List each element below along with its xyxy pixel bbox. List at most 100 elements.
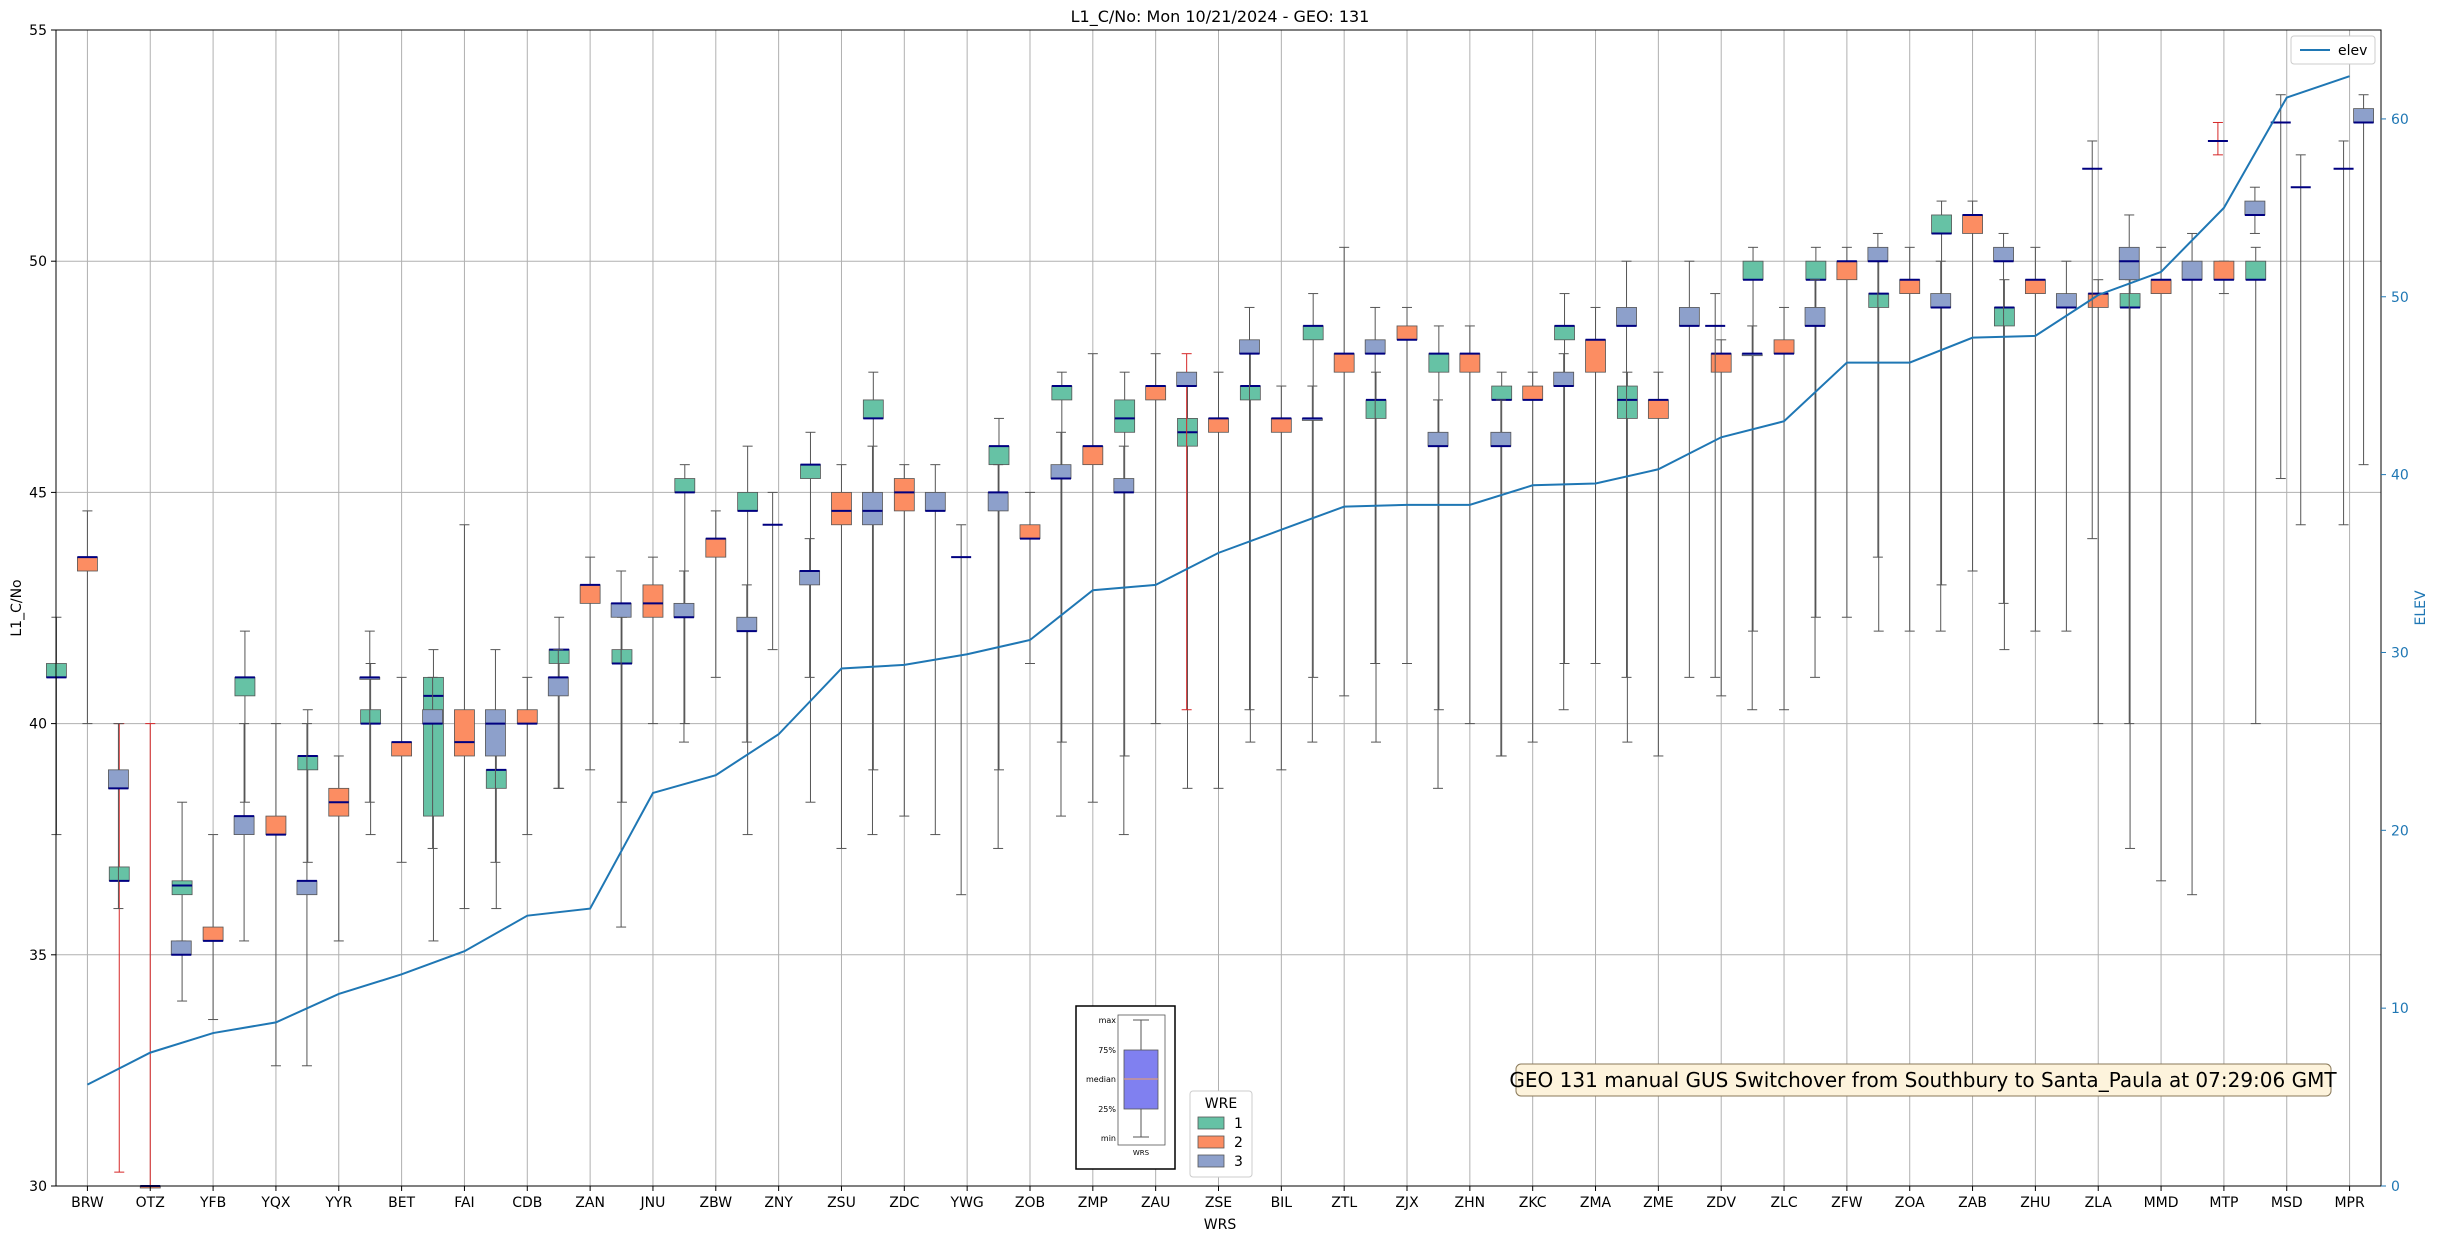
box-wre-1 (737, 491, 759, 512)
box-wre-1 (1931, 214, 1952, 234)
y2-tick-label: 50 (2391, 290, 2409, 306)
box-wre-3 (1176, 371, 1198, 387)
box-wre-2 (77, 556, 98, 572)
box-wre-3 (1553, 371, 1575, 387)
box-wre-1 (485, 769, 507, 789)
box-wre-1 (674, 478, 696, 493)
y2-axis-label: ELEV (2413, 590, 2429, 625)
box-wre-2 (2150, 279, 2172, 294)
wre-legend-title: WRE (1205, 1096, 1237, 1112)
x-tick-label: ZOA (1895, 1195, 1925, 1211)
box-wre-3 (2181, 260, 2203, 281)
x-tick-label: YWG (950, 1195, 984, 1211)
box-wre-3 (485, 709, 506, 757)
box-wre-3 (862, 491, 883, 526)
x-tick-label: ZDC (889, 1195, 919, 1211)
box-wre-3 (233, 815, 255, 835)
annotation-text: GEO 131 manual GUS Switchover from South… (1509, 1068, 2337, 1092)
x-tick-label: JNU (640, 1195, 666, 1211)
box-key-inset: max 75% median 25% min WRS (1075, 1005, 1176, 1170)
x-tick-label: MMD (2144, 1195, 2179, 1211)
box-wre-1 (988, 445, 1010, 466)
box-wre-2 (516, 709, 538, 725)
box-wre-3 (108, 769, 129, 789)
box-wre-1 (1742, 260, 1764, 281)
y-tick-label: 40 (29, 717, 47, 733)
wre-legend-swatch-3 (1197, 1154, 1225, 1168)
box-wre-3 (1930, 293, 1952, 308)
box-wre-2 (1208, 418, 1229, 433)
box-wre-3 (2353, 108, 2374, 123)
box-wre-2 (1145, 385, 1167, 401)
x-tick-label: ZMP (1078, 1195, 1108, 1211)
box-wre-2 (1522, 385, 1544, 401)
x-tick-label: YYR (324, 1195, 352, 1211)
box-wre-2 (391, 741, 413, 757)
box-wre-2 (1019, 524, 1041, 540)
y-tick-label: 55 (29, 23, 47, 39)
key-label-min: min (1101, 1134, 1116, 1143)
y2-tick-label: 20 (2391, 823, 2409, 839)
box-wre-2 (202, 926, 224, 942)
elev-line-group (86, 75, 2350, 1086)
box-wre-1 (297, 755, 319, 771)
box-wre-2 (1585, 339, 1606, 373)
y2-tick-label: 60 (2391, 112, 2409, 128)
elev-line (86, 75, 2350, 1086)
elev-legend-label: elev (2338, 43, 2367, 59)
x-axis-label: WRS (1204, 1217, 1237, 1233)
box-wre-2 (1459, 353, 1481, 373)
x-tick-label: ZSE (1205, 1195, 1232, 1211)
x-tick-label: ZAU (1141, 1195, 1170, 1211)
box-wre-2 (1333, 353, 1355, 373)
box-wre-2 (1710, 353, 1732, 373)
box-wre-1 (234, 676, 256, 697)
wre-legend-swatch-1 (1197, 1116, 1225, 1130)
box-wre-2 (1836, 260, 1858, 281)
key-label-max: max (1099, 1016, 1117, 1025)
box-wre-3 (170, 940, 192, 956)
x-tick-label: ZDV (1706, 1195, 1736, 1211)
x-tick-label: ZAN (575, 1195, 605, 1211)
box-wre-3 (1867, 246, 1889, 262)
key-label-q3: 75% (1098, 1046, 1116, 1055)
x-tick-label: ZOB (1015, 1195, 1045, 1211)
box-wre-3 (2055, 293, 2077, 308)
x-tick-label: ZTL (1331, 1195, 1357, 1211)
x-tick-label: ZME (1643, 1195, 1674, 1211)
box-wre-1 (1239, 385, 1261, 401)
box-wre-3 (610, 602, 632, 618)
y2-tick-label: 10 (2391, 1001, 2409, 1017)
box-wre-1 (423, 676, 444, 817)
box-wre-1 (1616, 385, 1638, 419)
box-wre-3 (736, 616, 758, 632)
box-wre-3 (1993, 246, 2014, 262)
y-tick-label: 35 (29, 948, 47, 964)
key-xlabel: WRS (1133, 1149, 1150, 1157)
x-tick-label: ZMA (1580, 1195, 1612, 1211)
box-wre-2 (454, 709, 475, 757)
x-tick-label: ZLC (1770, 1195, 1797, 1211)
y-tick-label: 30 (29, 1179, 47, 1195)
wre-legend-label-1: 1 (1234, 1116, 1243, 1132)
box-wre-1 (108, 866, 130, 882)
x-tick-label: CDB (512, 1195, 542, 1211)
box-wre-2 (1647, 399, 1669, 419)
box-wre-3 (987, 491, 1009, 512)
x-tick-label: ZFW (1831, 1195, 1863, 1211)
elev-legend: elev (2290, 35, 2376, 65)
box-wre-1 (1302, 325, 1324, 341)
x-tick-label: BET (388, 1195, 415, 1211)
box-wre-2 (265, 815, 287, 835)
box-wre-3 (1050, 464, 1072, 479)
x-tick-label: FAI (454, 1195, 474, 1211)
box-wre-3 (2244, 200, 2266, 216)
box-wre-1 (1428, 353, 1450, 373)
box-wre-3 (1427, 431, 1449, 447)
box-wre-1 (1491, 385, 1513, 401)
y2-tick-label: 30 (2391, 645, 2409, 661)
x-tick-label: ZHU (2020, 1195, 2050, 1211)
y-tick-label: 50 (29, 254, 47, 270)
x-tick-label: ZHN (1455, 1195, 1486, 1211)
